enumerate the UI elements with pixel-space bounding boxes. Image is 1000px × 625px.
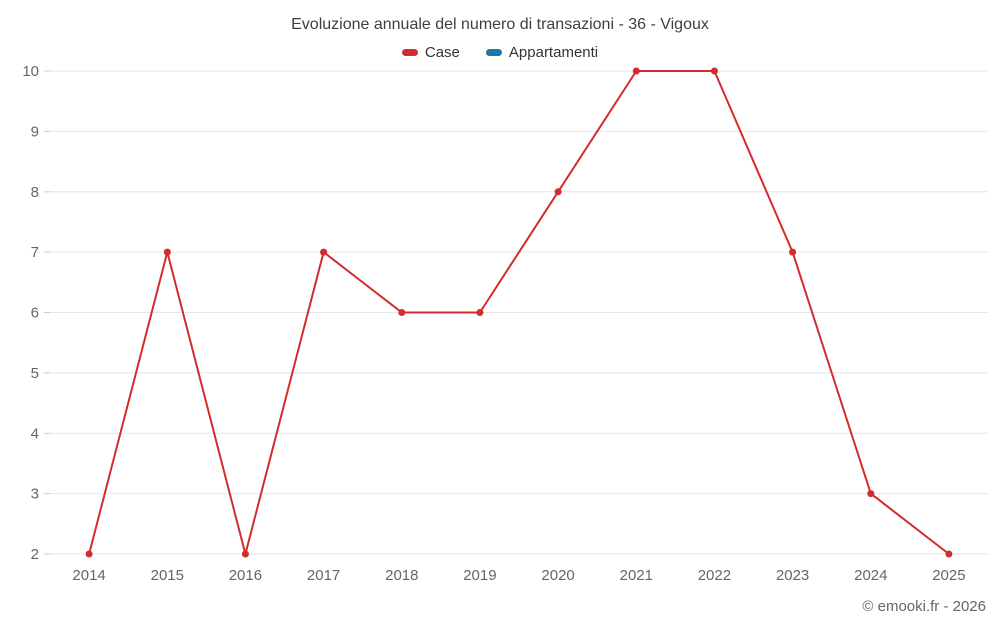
- svg-text:2025: 2025: [932, 567, 965, 584]
- svg-text:6: 6: [31, 305, 39, 322]
- svg-text:2016: 2016: [229, 567, 262, 584]
- legend-item-appartamenti[interactable]: Appartamenti: [485, 43, 599, 61]
- svg-text:3: 3: [31, 486, 39, 503]
- svg-text:9: 9: [31, 123, 39, 140]
- svg-text:8: 8: [31, 184, 39, 201]
- chart-title: Evoluzione annuale del numero di transaz…: [291, 16, 709, 33]
- legend-swatch-case-icon: [401, 48, 418, 56]
- copyright: © emooki.fr - 2026: [862, 598, 986, 615]
- legend-swatch-appartamenti-icon: [485, 48, 502, 56]
- svg-text:2022: 2022: [698, 567, 731, 584]
- line-chart-plot: 2 3 4 5 6 7 8 9 10 2014 2015 2016 2017 2018 2019 2020 20…: [22, 63, 988, 584]
- svg-text:4: 4: [31, 425, 39, 442]
- svg-text:2021: 2021: [620, 567, 653, 584]
- svg-text:2020: 2020: [541, 567, 574, 584]
- legend-label-appartamenti: Appartamenti: [508, 43, 599, 61]
- svg-text:5: 5: [31, 365, 39, 382]
- svg-text:2014: 2014: [72, 567, 105, 584]
- svg-text:2019: 2019: [463, 567, 496, 584]
- svg-text:7: 7: [31, 244, 39, 261]
- svg-text:2: 2: [31, 546, 39, 563]
- legend: Case Appartamenti: [0, 42, 1000, 62]
- svg-text:2023: 2023: [776, 567, 809, 584]
- svg-text:2017: 2017: [307, 567, 340, 584]
- svg-text:10: 10: [22, 63, 39, 80]
- legend-item-case[interactable]: Case: [401, 43, 460, 61]
- svg-text:2015: 2015: [151, 567, 184, 584]
- legend-label-case: Case: [424, 43, 460, 61]
- svg-text:2018: 2018: [385, 567, 418, 584]
- svg-text:2024: 2024: [854, 567, 887, 584]
